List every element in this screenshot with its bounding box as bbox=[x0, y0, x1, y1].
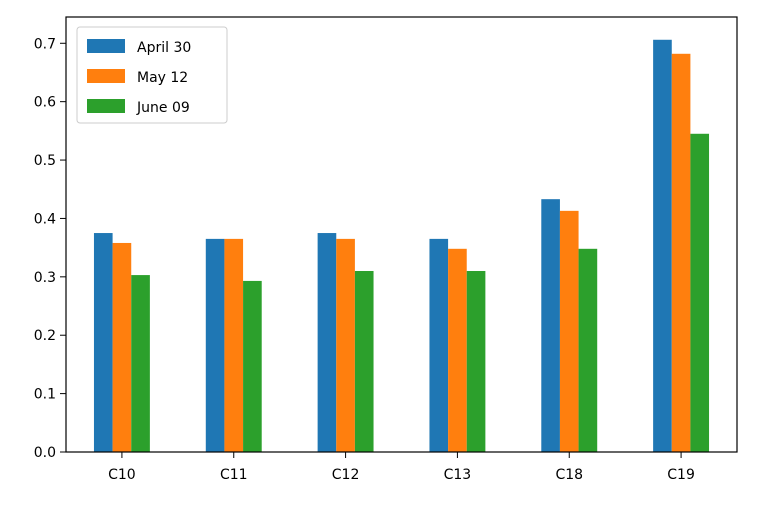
legend-label: April 30 bbox=[137, 40, 191, 56]
x-axis: C10 C11 C12 C13 C18 C19 bbox=[108, 452, 695, 483]
x-tick-label: C10 bbox=[108, 467, 136, 483]
bar-C10-may-12 bbox=[112, 242, 132, 452]
y-tick-label: 0.0 bbox=[34, 445, 56, 461]
x-tick-label: C11 bbox=[220, 467, 248, 483]
bars-layer bbox=[93, 39, 710, 453]
bar-C12-june-09 bbox=[354, 270, 374, 452]
bar-C11-may-12 bbox=[224, 238, 244, 452]
y-tick-label: 0.7 bbox=[34, 36, 56, 52]
bar-C13-april-30 bbox=[429, 238, 449, 452]
bar-C19-june-09 bbox=[690, 133, 710, 453]
bar-C10-april-30 bbox=[93, 233, 113, 452]
bar-C10-june-09 bbox=[131, 275, 150, 452]
bar-C13-may-12 bbox=[448, 248, 467, 452]
y-tick-label: 0.1 bbox=[34, 387, 56, 403]
bar-C11-june-09 bbox=[243, 280, 262, 452]
x-tick-label: C19 bbox=[667, 467, 695, 483]
legend-swatch bbox=[87, 39, 125, 53]
x-tick-label: C12 bbox=[332, 467, 360, 483]
bar-C13-june-09 bbox=[466, 270, 486, 452]
y-axis: 0.0 0.1 0.2 0.3 0.4 0.5 0.6 0.7 bbox=[34, 36, 66, 461]
bar-C11-april-30 bbox=[205, 238, 225, 452]
bar-C18-june-09 bbox=[578, 248, 598, 452]
y-tick-label: 0.6 bbox=[34, 95, 56, 111]
bar-C12-may-12 bbox=[336, 238, 355, 452]
bar-C12-april-30 bbox=[317, 233, 337, 452]
x-tick-label: C18 bbox=[555, 467, 583, 483]
legend-label: May 12 bbox=[137, 70, 188, 86]
y-tick-label: 0.3 bbox=[34, 270, 56, 286]
legend-swatch bbox=[87, 99, 125, 113]
bar-C19-may-12 bbox=[671, 53, 691, 452]
legend-swatch bbox=[87, 69, 125, 83]
bar-C18-april-30 bbox=[541, 199, 560, 452]
bar-C18-may-12 bbox=[559, 210, 579, 452]
bar-C19-april-30 bbox=[653, 39, 672, 452]
y-tick-label: 0.2 bbox=[34, 328, 56, 344]
legend: April 30 May 12 June 09 bbox=[76, 26, 228, 124]
x-tick-label: C13 bbox=[444, 467, 472, 483]
legend-label: June 09 bbox=[136, 100, 190, 116]
y-tick-label: 0.4 bbox=[34, 211, 56, 227]
plot-frame bbox=[65, 16, 738, 453]
y-tick-label: 0.5 bbox=[34, 153, 56, 169]
